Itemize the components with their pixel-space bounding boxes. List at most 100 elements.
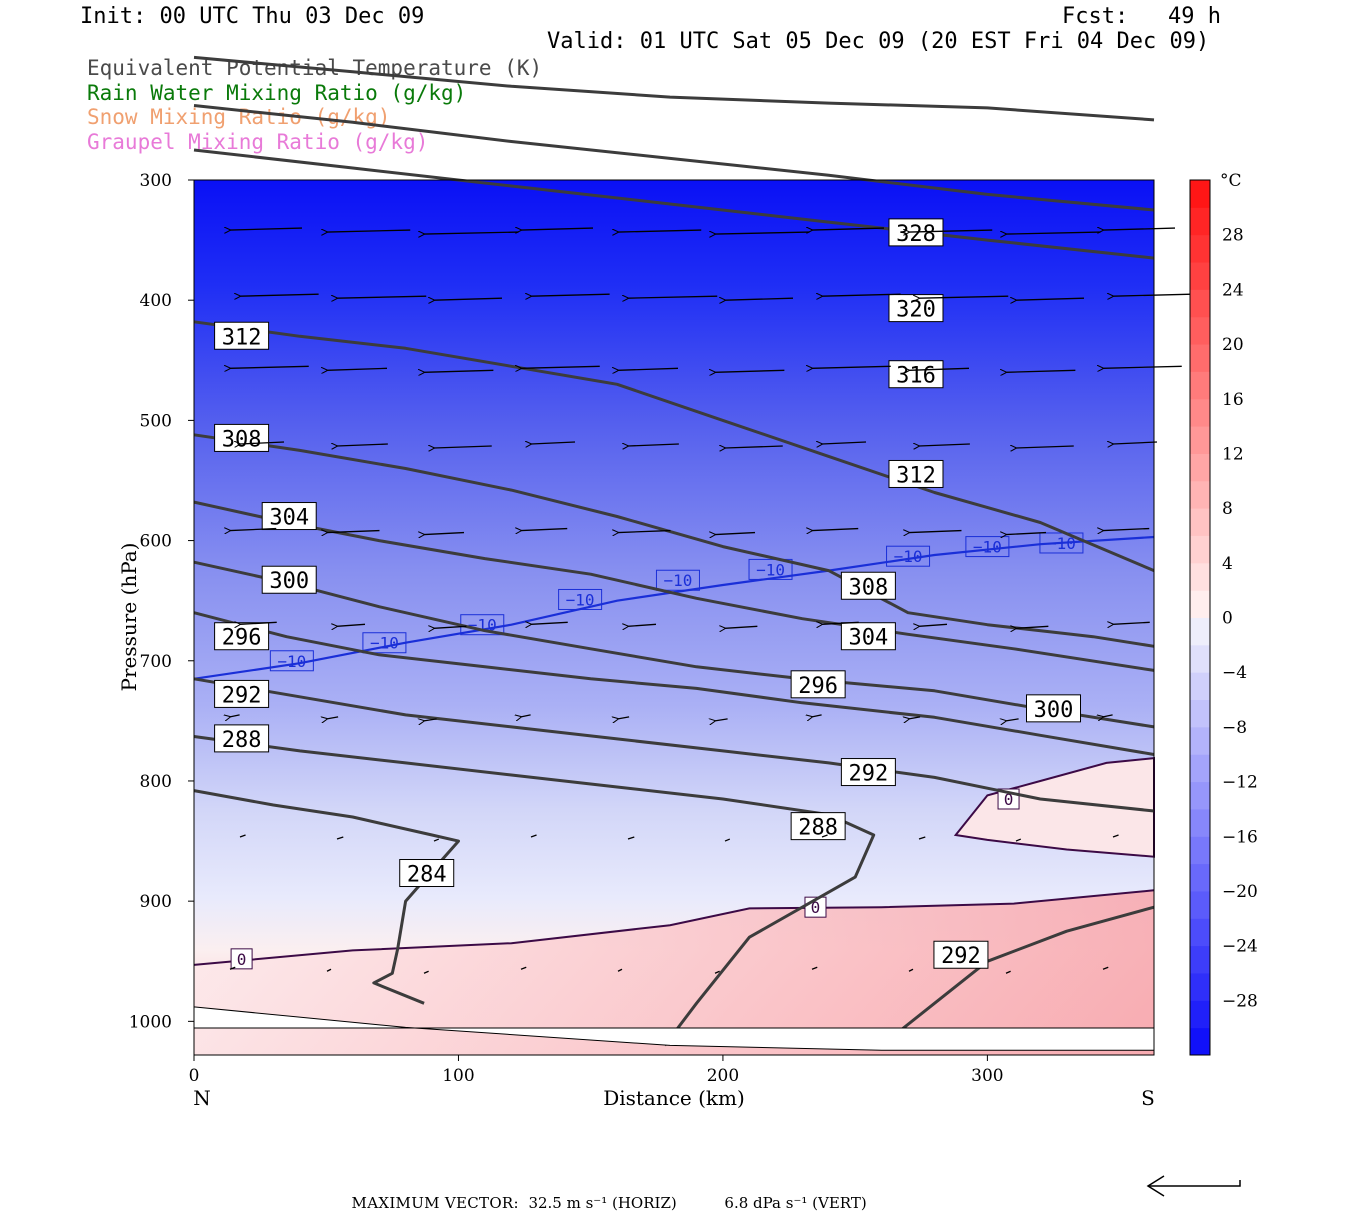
- theta-e-label-text: 292: [941, 944, 981, 969]
- wind-arrow: [1005, 970, 1011, 974]
- theta-e-label-box: [840, 758, 896, 787]
- colorbar-band: [1190, 617, 1210, 646]
- colorbar-tick-label: 24: [1222, 280, 1244, 300]
- colorbar-tick-label: 28: [1222, 226, 1244, 246]
- theta-e-label-box: [214, 724, 270, 753]
- theta-e-label: 296: [214, 622, 270, 651]
- wind-arrow: [1016, 626, 1049, 628]
- colorbar-band: [1190, 726, 1210, 755]
- wind-arrow: [909, 230, 993, 232]
- temp-label-box: [886, 545, 931, 567]
- theta-e-label: 304: [261, 502, 317, 531]
- wind-arrow: [1103, 366, 1182, 368]
- wind-arrow: [521, 714, 531, 717]
- wind-arrow: [240, 294, 319, 296]
- y-tick-label: 500: [140, 411, 172, 431]
- wind-arrow: [822, 442, 867, 444]
- theta-e-label-box: [888, 459, 944, 488]
- wind-arrow: [618, 230, 702, 232]
- colorbar-band: [1190, 426, 1210, 454]
- theta-e-label-text: 320: [896, 298, 936, 323]
- wind-arrow: [618, 717, 630, 719]
- warm-region: [194, 890, 1154, 1055]
- theta-e-label-box: [840, 571, 896, 600]
- theta-e-label-text: 316: [896, 364, 936, 389]
- temp-label-box: [362, 632, 407, 654]
- wind-arrow: [617, 968, 623, 972]
- wind-arrow: [230, 529, 277, 531]
- theta-e-label: 292: [933, 940, 989, 969]
- temp-contour-label: −10: [748, 558, 793, 580]
- wind-arrow: [1103, 714, 1113, 717]
- colorbar-frame: [1189, 179, 1211, 1056]
- wind-arrow: [1113, 442, 1158, 444]
- theta-e-label: 320: [888, 294, 944, 323]
- colorbar-tick-label: 20: [1222, 335, 1244, 355]
- theta-e-label-text: 308: [222, 427, 262, 452]
- theta-e-label: 300: [1026, 694, 1082, 723]
- theta-e-line: [193, 611, 1155, 756]
- wind-arrow: [909, 531, 962, 533]
- colorbar-band: [1190, 289, 1210, 318]
- colorbar-band: [1190, 180, 1210, 208]
- wind-arrow: [229, 966, 236, 970]
- colorbar-band: [1190, 453, 1210, 482]
- wind-arrow: [520, 966, 527, 970]
- colorbar-tick-label: −20: [1222, 882, 1258, 902]
- max-vector-footer: MAXIMUM VECTOR: 32.5 m s⁻¹ (HORIZ) 6.8 d…: [342, 1176, 867, 1212]
- colorbar-tick-label: 12: [1222, 444, 1244, 464]
- wind-arrow: [337, 624, 366, 626]
- wind-arrow: [715, 232, 810, 234]
- theta-e-label-text: 288: [222, 728, 262, 753]
- wind-arrow: [423, 970, 429, 974]
- wind-arrow: [531, 294, 610, 296]
- theta-e-label-text: 288: [798, 816, 838, 841]
- legend-graupel: Graupel Mixing Ratio (g/kg): [87, 130, 429, 154]
- wind-arrow: [909, 368, 970, 370]
- theta-e-label-text: 328: [896, 222, 936, 247]
- theta-e-label: 292: [214, 679, 270, 708]
- wind-arrow: [908, 968, 914, 972]
- wind-arrow: [725, 298, 794, 300]
- theta-e-label-box: [214, 622, 270, 651]
- y-tick-label: 900: [140, 892, 172, 912]
- wind-arrow: [230, 228, 303, 230]
- wind-arrow: [715, 370, 785, 372]
- y-tick-label: 700: [140, 652, 172, 672]
- theta-e-label-box: [933, 940, 989, 969]
- wind-arrow: [627, 836, 635, 840]
- wind-arrow: [919, 296, 1009, 298]
- colorbar-tick-label: −8: [1222, 718, 1247, 738]
- wind-arrow: [714, 970, 720, 974]
- theta-e-line: [193, 560, 1155, 729]
- wind-arrow: [326, 968, 332, 972]
- x-tick-label: 0: [189, 1066, 200, 1086]
- colorbar-band: [1190, 1000, 1210, 1029]
- colorbar-band: [1190, 863, 1210, 892]
- theta-e-label-text: 296: [222, 626, 262, 651]
- theta-e-label: 308: [214, 423, 270, 452]
- temp-contour-label: −10: [269, 650, 314, 672]
- y-tick-label: 300: [140, 171, 172, 191]
- wind-arrow: [725, 446, 783, 448]
- temp-contour-label: −10: [655, 569, 700, 591]
- colorbar-band: [1190, 781, 1210, 810]
- wind-arrow: [239, 834, 246, 838]
- theta-e-line: [193, 735, 876, 1047]
- temp-contour-label: −10: [886, 545, 931, 567]
- colorbar-tick-label: −12: [1222, 773, 1258, 793]
- wind-arrow: [521, 228, 594, 230]
- theta-e-label: 284: [399, 859, 455, 888]
- wind-arrow: [1015, 838, 1022, 842]
- theta-e-label-text: 292: [849, 762, 889, 787]
- theta-e-label: 288: [214, 724, 270, 753]
- wind-arrow: [821, 834, 828, 838]
- wind-arrow: [230, 714, 240, 717]
- y-axis-label: Pressure (hPa): [117, 543, 141, 692]
- colorbar-band: [1190, 344, 1210, 372]
- x-tick-label: 100: [442, 1066, 474, 1086]
- wind-arrow: [433, 838, 440, 842]
- wind-arrow: [424, 719, 437, 721]
- wind-arrow: [725, 626, 758, 628]
